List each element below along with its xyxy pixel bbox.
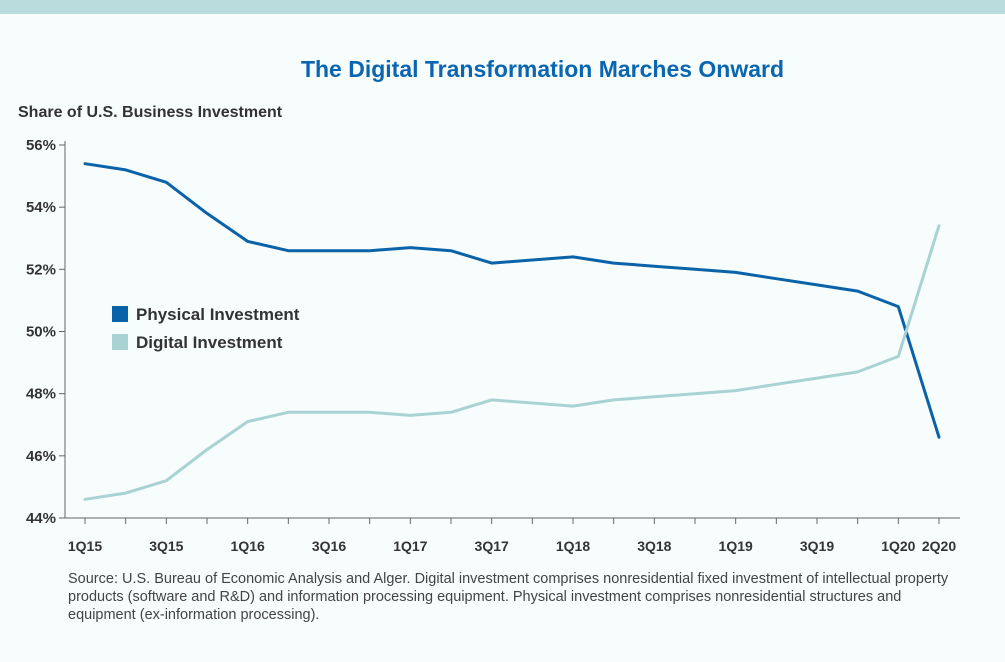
y-axis-label: Share of U.S. Business Investment <box>18 104 283 121</box>
x-tick-label: 3Q17 <box>475 538 509 554</box>
x-tick-label: 3Q18 <box>637 538 671 554</box>
x-tick-label: 3Q19 <box>800 538 834 554</box>
y-tick-label: 52% <box>26 261 56 278</box>
x-tick-label: 2Q20 <box>922 538 956 554</box>
chart-title: The Digital Transformation Marches Onwar… <box>300 56 785 82</box>
y-tick-label: 46% <box>26 448 56 465</box>
source-note: Source: U.S. Bureau of Economic Analysis… <box>68 571 949 623</box>
x-tick-label: 1Q18 <box>556 538 590 554</box>
series-line-physical <box>83 162 941 439</box>
legend-swatch <box>112 334 128 350</box>
x-tick-label: 1Q20 <box>881 538 915 554</box>
x-tick-label: 1Q19 <box>719 538 753 554</box>
series-line-digital <box>83 224 941 501</box>
x-tick-label: 1Q17 <box>393 538 427 554</box>
y-tick-label: 50% <box>26 324 56 341</box>
y-tick-label: 56% <box>26 137 56 154</box>
x-tick-label: 3Q16 <box>312 538 346 554</box>
y-tick-label: 54% <box>26 199 56 216</box>
y-tick-label: 48% <box>26 386 56 403</box>
legend-swatch <box>112 306 128 322</box>
y-tick-label: 44% <box>26 510 56 527</box>
x-tick-label: 3Q15 <box>149 538 183 554</box>
x-tick-label: 1Q16 <box>231 538 265 554</box>
legend-label: Digital Investment <box>136 333 283 352</box>
legend-label: Physical Investment <box>136 305 300 324</box>
header-band <box>0 0 1005 14</box>
x-tick-label: 1Q15 <box>68 538 102 554</box>
